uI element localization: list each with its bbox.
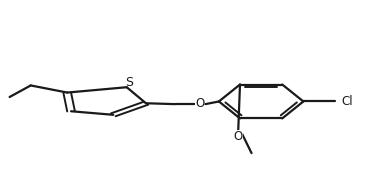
Text: Cl: Cl (342, 95, 353, 108)
Text: O: O (233, 130, 243, 143)
Text: O: O (195, 97, 204, 110)
Text: S: S (125, 76, 132, 89)
